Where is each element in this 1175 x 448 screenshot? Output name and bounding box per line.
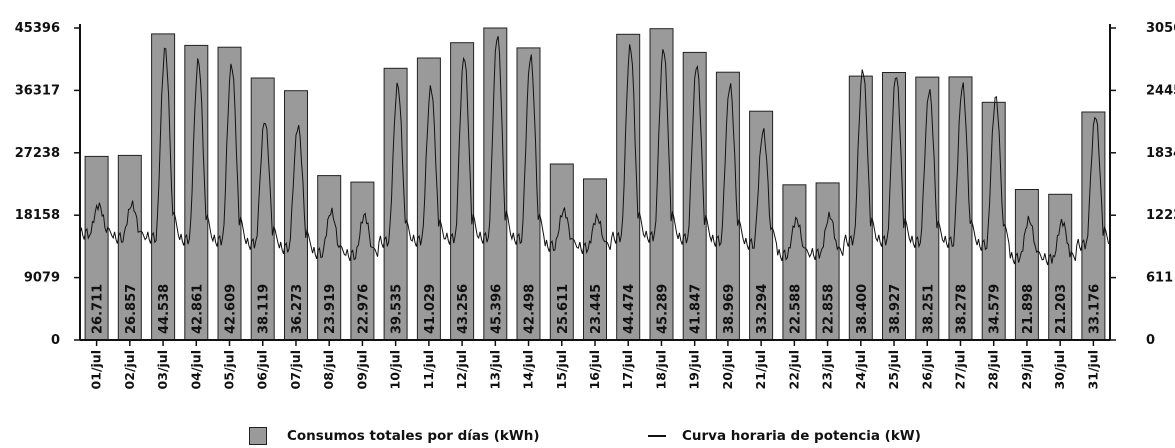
bar-value-label: 42.609 <box>224 284 239 334</box>
x-tick-label: 25/jul <box>886 350 901 389</box>
bar-value-label: 42.861 <box>190 284 205 334</box>
bar-value-label: 45.396 <box>489 284 504 334</box>
bar-value-label: 38.119 <box>257 284 272 334</box>
x-tick-label: 11/jul <box>421 350 436 389</box>
axes-layer <box>74 24 1116 346</box>
bar-value-label: 41.847 <box>689 284 704 334</box>
bar-value-label: 26.711 <box>91 284 106 334</box>
bar-value-label: 38.251 <box>921 284 936 334</box>
y-left-tick-label: 36317 <box>15 83 60 98</box>
bar-value-label: 23.445 <box>589 284 604 334</box>
bar-value-label: 34.579 <box>988 284 1003 334</box>
x-tick-label: 18/jul <box>654 350 669 389</box>
x-tick-label: 15/jul <box>554 350 569 389</box>
bar-value-label: 41.029 <box>423 284 438 334</box>
x-tick-label: 24/jul <box>853 350 868 389</box>
legend-line-label: Curva horaria de potencia (kW) <box>682 428 921 444</box>
x-tick-label: 29/jul <box>1019 350 1034 389</box>
x-tick-label: 07/jul <box>288 350 303 389</box>
y-right-tick-label: 1222 <box>1146 208 1175 223</box>
bar-value-label: 22.858 <box>822 284 837 334</box>
legend-bar-swatch <box>249 427 267 445</box>
y-right-tick-label: 0 <box>1146 333 1155 348</box>
bar-value-label: 38.969 <box>722 284 737 334</box>
x-tick-label: 14/jul <box>521 350 536 389</box>
x-tick-label: 23/jul <box>820 350 835 389</box>
y-right-tick-label: 611 <box>1146 271 1173 286</box>
daily-consumption-chart: 01/jul 02/jul 03/jul 04/jul 05/jul 06/jul 07/j… <box>15 21 1175 389</box>
bar-value-label: 22.588 <box>788 284 803 334</box>
bar-value-label: 38.278 <box>955 284 970 334</box>
bar-value-label: 36.273 <box>290 284 305 334</box>
x-tick-label: 09/jul <box>354 350 369 389</box>
bar-value-label: 21.203 <box>1054 284 1069 334</box>
bar-value-label: 26.857 <box>124 284 139 334</box>
labels-layer: 01/jul 02/jul 03/jul 04/jul 05/jul 06/jul 07/j… <box>15 21 1175 389</box>
y-left-tick-label: 45396 <box>15 21 60 36</box>
bars-layer <box>84 27 1106 341</box>
x-tick-label: 12/jul <box>454 350 469 389</box>
y-left-tick-label: 18158 <box>15 208 60 223</box>
bar-value-label: 44.538 <box>157 284 172 334</box>
y-right-tick-label: 3056 <box>1146 21 1175 36</box>
y-left-tick-label: 27238 <box>15 146 60 161</box>
x-tick-label: 21/jul <box>753 350 768 389</box>
x-tick-label: 16/jul <box>587 350 602 389</box>
x-tick-label: 19/jul <box>687 350 702 389</box>
legend-bar-label: Consumos totales por días (kWh) <box>287 428 540 444</box>
bar-value-label: 23.919 <box>323 284 338 334</box>
x-tick-label: 01/jul <box>89 350 104 389</box>
bar-value-label: 38.400 <box>855 284 870 334</box>
bar-value-label: 44.474 <box>622 284 637 334</box>
bar-value-label: 33.294 <box>755 284 770 334</box>
bar-value-label: 43.256 <box>456 284 471 334</box>
x-tick-label: 02/jul <box>122 350 137 389</box>
legend-line-swatch <box>648 435 666 437</box>
x-tick-label: 13/jul <box>487 350 502 389</box>
x-tick-label: 20/jul <box>720 350 735 389</box>
x-tick-label: 08/jul <box>321 350 336 389</box>
x-tick-label: 06/jul <box>255 350 270 389</box>
x-tick-label: 31/jul <box>1085 350 1100 389</box>
bar-value-label: 38.927 <box>888 284 903 334</box>
y-right-tick-label: 1834 <box>1146 146 1175 161</box>
x-tick-label: 26/jul <box>919 350 934 389</box>
bar-value-label: 21.898 <box>1021 284 1036 334</box>
bar-value-label: 45.289 <box>656 284 671 334</box>
x-tick-label: 22/jul <box>786 350 801 389</box>
legend-bars: Consumos totales por días (kWh) <box>249 425 540 447</box>
y-right-tick-label: 2445 <box>1146 83 1175 98</box>
x-tick-label: 28/jul <box>986 350 1001 389</box>
x-tick-label: 04/jul <box>188 350 203 389</box>
bar-value-label: 25.611 <box>556 284 571 334</box>
bar-value-label: 39.535 <box>390 284 405 334</box>
x-tick-label: 27/jul <box>953 350 968 389</box>
bar-value-label: 33.176 <box>1087 284 1102 334</box>
x-tick-label: 17/jul <box>620 350 635 389</box>
x-tick-label: 30/jul <box>1052 350 1067 389</box>
power-curve-line <box>79 36 1110 266</box>
power-curve-layer <box>79 36 1110 266</box>
x-tick-label: 10/jul <box>388 350 403 389</box>
bar-value-label: 42.498 <box>523 284 538 334</box>
bar-value-label: 22.976 <box>356 284 371 334</box>
y-left-tick-label: 0 <box>51 333 60 348</box>
legend-line: Curva horaria de potencia (kW) <box>648 425 921 447</box>
x-tick-label: 05/jul <box>222 350 237 389</box>
x-tick-label: 03/jul <box>155 350 170 389</box>
y-left-tick-label: 9079 <box>24 271 60 286</box>
